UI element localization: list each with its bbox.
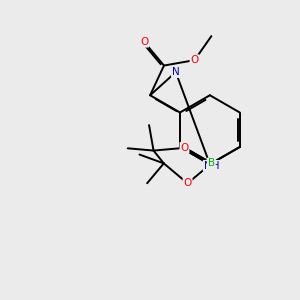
- Text: B: B: [208, 158, 215, 168]
- Text: O: O: [190, 55, 199, 65]
- Text: N: N: [172, 67, 180, 77]
- Text: O: O: [140, 37, 148, 47]
- Text: O: O: [180, 143, 189, 153]
- Text: O: O: [184, 178, 192, 188]
- Text: NH: NH: [204, 161, 219, 171]
